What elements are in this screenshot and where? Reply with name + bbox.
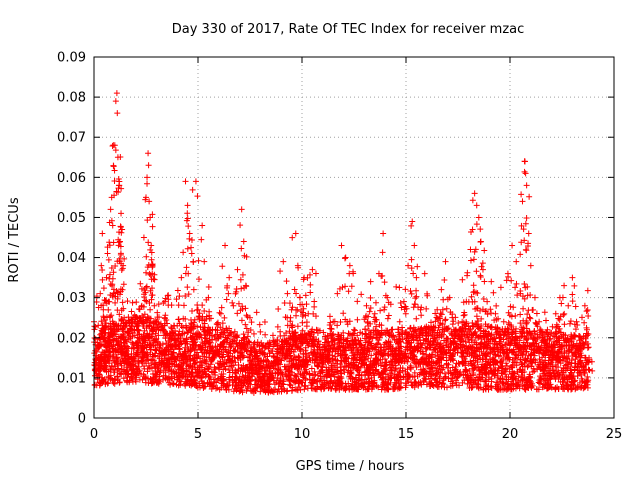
chart-title: Day 330 of 2017, Rate Of TEC Index for r… xyxy=(172,22,525,37)
